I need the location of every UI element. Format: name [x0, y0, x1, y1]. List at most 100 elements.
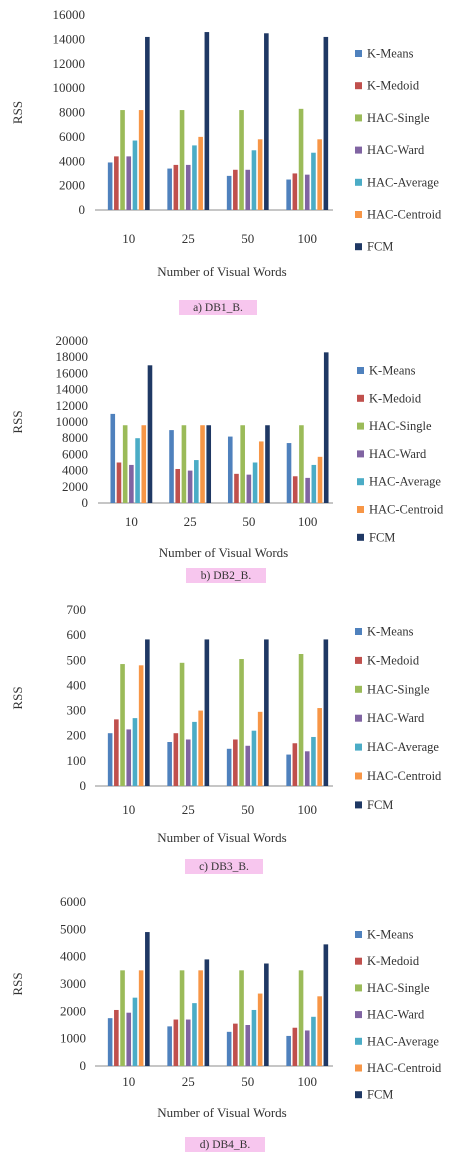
legend-label: HAC-Ward	[367, 711, 425, 725]
bar-fcm-25	[206, 425, 212, 503]
bar-hac-single-50	[239, 110, 244, 210]
y-tick-label: 12000	[53, 56, 86, 71]
caption-highlight	[186, 568, 266, 583]
y-tick-label: 14000	[53, 31, 86, 46]
bar-k-means-100	[286, 1035, 291, 1066]
y-tick-label: 8000	[62, 430, 88, 445]
legend-swatch	[355, 628, 362, 635]
y-tick-label: 1000	[60, 1031, 86, 1046]
bar-fcm-25	[204, 959, 210, 1066]
x-tick-label: 10	[122, 231, 135, 246]
bar-k-medoid-10	[114, 1009, 119, 1066]
y-tick-label: 0	[80, 1058, 87, 1073]
bar-hac-ward-50	[245, 1025, 251, 1066]
bar-hac-ward-100	[304, 751, 310, 786]
bar-hac-centroid-100	[317, 139, 322, 210]
x-tick-label: 25	[182, 1074, 195, 1089]
x-tick-label: 50	[241, 802, 254, 817]
legend-label: K-Means	[369, 364, 416, 378]
x-tick-label: 10	[122, 1074, 135, 1089]
bar-hac-average-10	[135, 438, 140, 503]
legend-label: HAC-Centroid	[367, 769, 442, 783]
y-tick-label: 300	[67, 703, 87, 718]
legend-label: K-Means	[367, 47, 414, 61]
legend-label: HAC-Single	[367, 111, 430, 125]
x-tick-label: 100	[298, 231, 318, 246]
bar-hac-single-25	[179, 970, 185, 1066]
y-tick-label: 2000	[59, 178, 85, 193]
legend-swatch	[357, 450, 364, 458]
bar-hac-centroid-10	[138, 665, 144, 786]
bar-hac-centroid-100	[317, 708, 322, 786]
bar-hac-single-50	[239, 970, 244, 1066]
bar-k-medoid-50	[233, 739, 238, 786]
x-tick-label: 50	[242, 514, 255, 529]
legend-swatch	[355, 1064, 362, 1072]
bar-hac-average-25	[192, 721, 197, 786]
bar-k-medoid-50	[234, 473, 239, 503]
legend-label: K-Medoid	[367, 653, 420, 667]
bar-hac-average-100	[311, 152, 316, 210]
legend-swatch	[357, 533, 364, 541]
bar-hac-single-10	[120, 970, 125, 1066]
y-tick-label: 12000	[56, 398, 89, 413]
legend-label: K-Medoid	[369, 391, 422, 405]
bar-hac-centroid-100	[317, 456, 323, 503]
legend-label: HAC-Average	[369, 475, 441, 489]
bar-k-medoid-25	[173, 1019, 179, 1066]
bar-hac-ward-100	[305, 477, 310, 503]
bar-hac-centroid-10	[138, 110, 144, 210]
bar-k-means-10	[107, 1018, 113, 1066]
bar-k-means-50	[226, 175, 232, 210]
legend-swatch	[355, 1037, 362, 1045]
legend-swatch	[357, 367, 364, 374]
chart-3: 0 100 200 300 400 500 600 700 RSS 10 25 50 100 Number…	[10, 602, 442, 874]
bar-k-medoid-100	[292, 1027, 298, 1066]
legend-swatch	[357, 394, 364, 402]
bar-hac-average-50	[251, 730, 257, 786]
x-tick-label: 50	[241, 1074, 254, 1089]
legend-swatch	[355, 1091, 362, 1099]
legend-label: HAC-Centroid	[367, 208, 442, 222]
bar-hac-centroid-50	[257, 993, 263, 1066]
bar-hac-ward-10	[126, 1012, 132, 1066]
y-tick-label: 8000	[59, 105, 85, 120]
x-tick-label: 25	[182, 802, 195, 817]
bar-hac-centroid-10	[138, 970, 144, 1066]
y-tick-label: 600	[67, 627, 87, 642]
legend-swatch	[355, 1011, 362, 1019]
y-tick-label: 10000	[53, 80, 86, 95]
bar-k-means-25	[167, 742, 172, 786]
x-axis-title: Number of Visual Words	[159, 545, 289, 560]
legend-swatch	[355, 957, 362, 965]
bar-hac-single-25	[179, 110, 185, 210]
bar-fcm-100	[323, 36, 329, 210]
legend-label: FCM	[367, 1088, 393, 1102]
legend-label: HAC-Ward	[367, 143, 425, 157]
bar-hac-ward-25	[185, 739, 191, 786]
bar-hac-centroid-25	[200, 425, 205, 503]
legend-label: HAC-Centroid	[369, 503, 444, 517]
bar-hac-centroid-50	[257, 139, 263, 210]
bar-fcm-10	[145, 36, 150, 210]
y-tick-label: 400	[67, 677, 87, 692]
bar-hac-average-50	[251, 1009, 257, 1066]
legend-swatch	[355, 82, 362, 90]
y-axis-title: RSS	[10, 410, 25, 433]
bar-hac-average-100	[311, 736, 316, 786]
legend-swatch	[355, 114, 362, 122]
bar-k-means-25	[167, 1026, 172, 1066]
y-tick-label: 16000	[56, 365, 89, 380]
legend-swatch	[355, 685, 362, 693]
legend-label: HAC-Single	[369, 419, 432, 433]
bar-hac-average-50	[251, 150, 257, 210]
y-tick-label: 2000	[60, 1003, 86, 1018]
bar-hac-average-10	[132, 997, 138, 1066]
caption-highlight	[185, 1137, 265, 1152]
bar-hac-ward-25	[187, 470, 193, 503]
bar-hac-ward-10	[129, 464, 134, 503]
legend-swatch	[355, 146, 362, 154]
bar-hac-average-25	[192, 145, 197, 210]
bar-k-means-50	[226, 1031, 232, 1066]
